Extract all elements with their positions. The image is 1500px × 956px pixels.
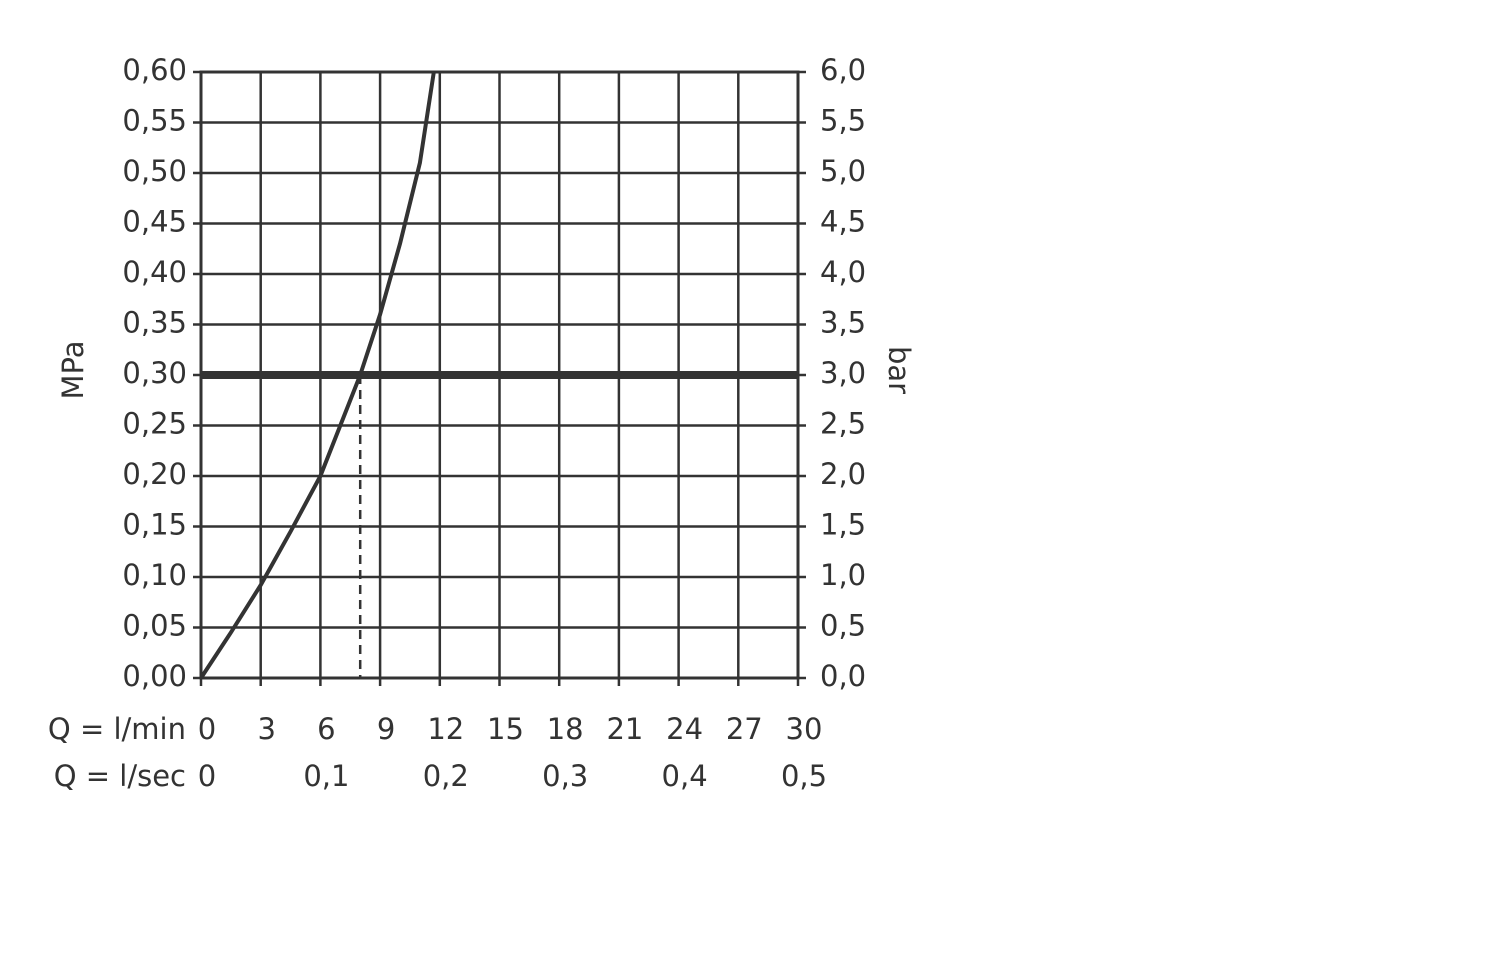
x-tick-label: 0 bbox=[198, 712, 216, 746]
y-tick-label: 0,10 bbox=[122, 558, 187, 592]
x-tick-label: 9 bbox=[377, 712, 395, 746]
x-tick-label: 24 bbox=[666, 712, 703, 746]
y2-tick-label: 4,0 bbox=[820, 255, 866, 289]
x-tick-label: 12 bbox=[427, 712, 464, 746]
y2-tick-label: 2,0 bbox=[820, 457, 866, 491]
x2-tick-label: 0 bbox=[198, 759, 216, 793]
y-tick-label: 0,20 bbox=[122, 457, 187, 491]
y-tick-label: 0,40 bbox=[122, 255, 187, 289]
y2-tick-label: 0,5 bbox=[820, 609, 866, 643]
y-tick-label: 0,00 bbox=[122, 659, 187, 693]
x2-tick-label: 0,2 bbox=[423, 759, 469, 793]
x-axis-label: Q = l/min bbox=[48, 712, 186, 746]
y-tick-label: 0,55 bbox=[122, 104, 187, 138]
x-tick-label: 21 bbox=[606, 712, 643, 746]
y-axis-label: MPa bbox=[56, 341, 90, 400]
y2-tick-label: 5,5 bbox=[820, 104, 866, 138]
y2-tick-label: 0,0 bbox=[820, 659, 866, 693]
y-tick-label: 0,05 bbox=[122, 609, 187, 643]
y-tick-label: 0,45 bbox=[122, 205, 187, 239]
y-tick-label: 0,30 bbox=[122, 356, 187, 390]
x-tick-label: 6 bbox=[317, 712, 335, 746]
x2-axis-label: Q = l/sec bbox=[54, 759, 186, 793]
x2-tick-label: 0,4 bbox=[662, 759, 708, 793]
x2-tick-label: 0,1 bbox=[303, 759, 349, 793]
y-tick-label: 0,25 bbox=[122, 407, 187, 441]
data-line bbox=[199, 71, 436, 680]
y2-tick-label: 3,5 bbox=[820, 306, 866, 340]
x2-tick-label: 0,5 bbox=[781, 759, 827, 793]
y-tick-label: 0,15 bbox=[122, 508, 187, 542]
y-tick-label: 0,60 bbox=[122, 53, 187, 87]
y2-tick-label: 3,0 bbox=[820, 356, 866, 390]
x-tick-label: 30 bbox=[786, 712, 823, 746]
y2-tick-label: 1,5 bbox=[820, 508, 866, 542]
y2-tick-label: 4,5 bbox=[820, 205, 866, 239]
y-tick-label: 0,35 bbox=[122, 306, 187, 340]
x-tick-label: 18 bbox=[547, 712, 584, 746]
y2-tick-label: 6,0 bbox=[820, 53, 866, 87]
y2-tick-label: 1,0 bbox=[820, 558, 866, 592]
x-tick-label: 27 bbox=[726, 712, 763, 746]
y-tick-label: 0,50 bbox=[122, 154, 187, 188]
y2-tick-label: 2,5 bbox=[820, 407, 866, 441]
x-tick-label: 15 bbox=[487, 712, 524, 746]
y2-tick-label: 5,0 bbox=[820, 154, 866, 188]
x2-tick-label: 0,3 bbox=[542, 759, 588, 793]
x-tick-label: 3 bbox=[257, 712, 275, 746]
y2-axis-label: bar bbox=[882, 346, 916, 394]
